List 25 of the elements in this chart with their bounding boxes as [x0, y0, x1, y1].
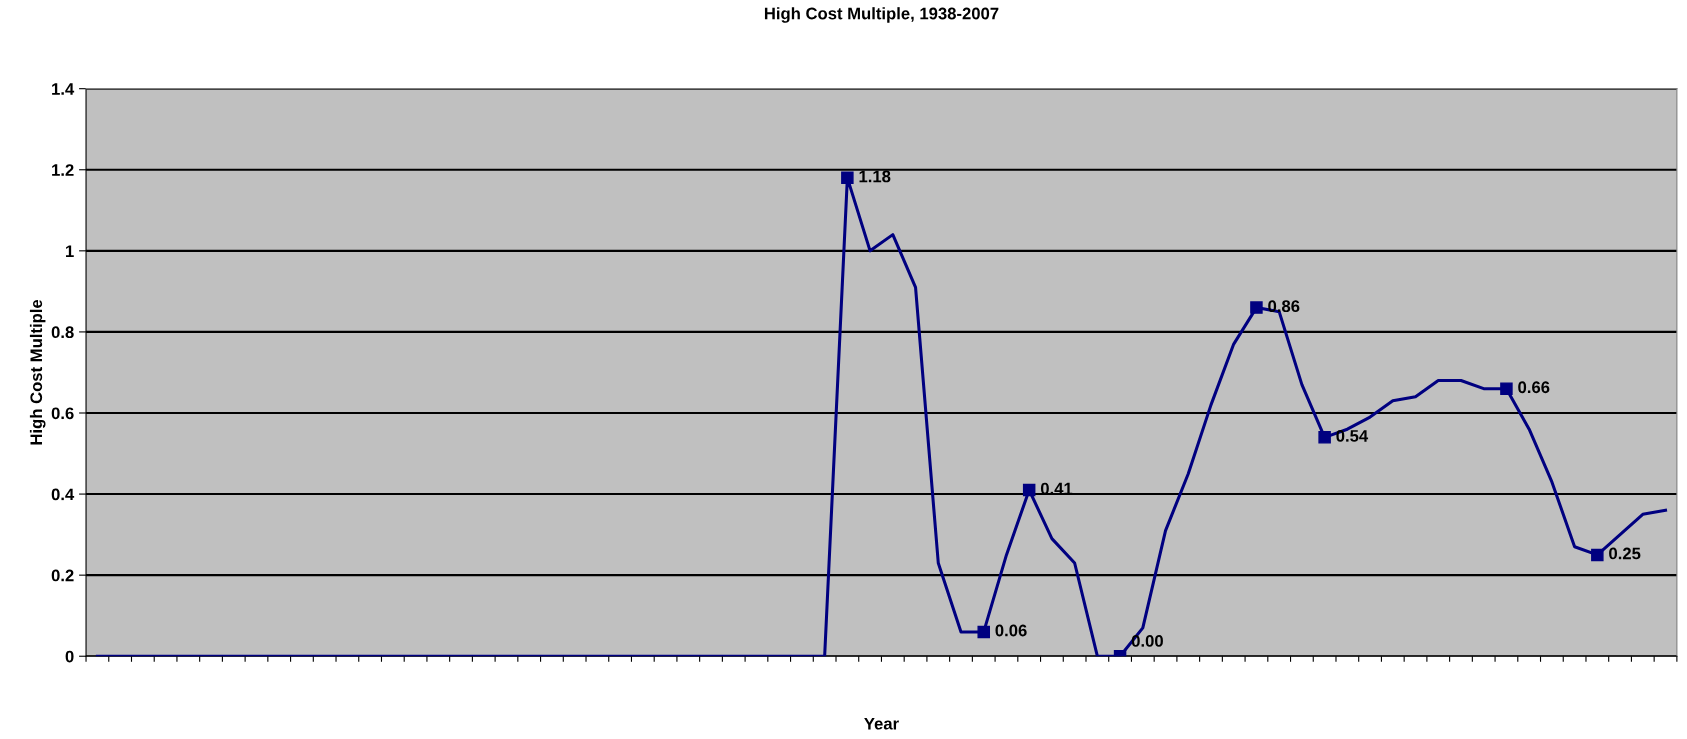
y-tick-label: 0.2 [51, 569, 74, 582]
y-tick-label: 0.4 [51, 488, 75, 501]
y-tick-label: 0 [65, 650, 74, 663]
point [1318, 431, 1331, 444]
y-axis-title: High Cost Multiple [29, 299, 46, 445]
data-label: 0.06 [995, 624, 1027, 637]
data-label: 0.25 [1609, 547, 1641, 560]
data-label: 0.00 [1131, 635, 1163, 647]
point [977, 625, 990, 639]
point [841, 171, 854, 185]
data-label: 0.66 [1518, 381, 1550, 394]
y-tick-label: 0.8 [51, 326, 74, 339]
point [1022, 483, 1036, 497]
point [1250, 301, 1263, 314]
point [1591, 548, 1604, 562]
chart-title: High Cost Multiple, 1938-2007 [764, 7, 999, 23]
y-tick-label: 1.4 [52, 83, 75, 95]
y-tick-label: 0.6 [51, 407, 74, 420]
data-label: 0.54 [1336, 429, 1369, 442]
x-axis-title: Year [864, 717, 899, 730]
y-tick-label: 1.2 [52, 164, 74, 176]
point [1500, 382, 1513, 395]
data-label: 0.86 [1268, 300, 1300, 313]
data-label: 1.18 [859, 170, 891, 183]
y-tick-label: 1 [66, 245, 74, 257]
